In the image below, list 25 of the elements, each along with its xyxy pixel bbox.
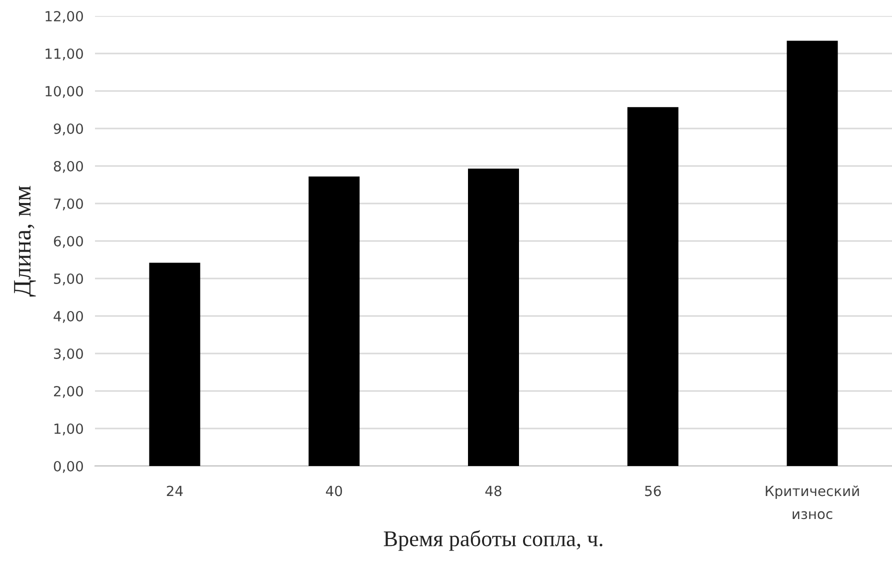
x-tick-label: 56 [645,486,661,496]
x-tick-label: 24 [166,486,183,496]
y-tick-label: 1,00 [54,423,83,436]
x-tick-label: 48 [485,486,502,496]
bar [308,176,360,466]
bar [627,107,678,466]
y-tick-label: 5,00 [54,273,83,286]
y-tick-label: 3,00 [54,348,83,360]
y-tick-label: 6,00 [54,236,83,248]
x-tick-label: Критический износ [766,486,859,520]
bar [149,262,200,466]
bar [468,168,520,466]
y-tick-label: 7,00 [54,198,83,210]
y-tick-label: 4,00 [54,310,83,323]
y-tick-label: 2,00 [54,386,83,398]
y-axis-title: Длина, мм [14,186,36,297]
y-tick-label: 12,00 [46,10,83,23]
y-tick-label: 8,00 [54,160,83,173]
y-tick-label: 11,00 [46,48,83,60]
bar [786,40,838,466]
x-axis-title: Время работы сопла, ч. [384,530,602,551]
y-tick-label: 9,00 [54,123,83,136]
y-tick-label: 0,00 [54,460,83,473]
y-tick-label: 10,00 [46,86,83,98]
x-tick-label: 40 [326,486,342,496]
